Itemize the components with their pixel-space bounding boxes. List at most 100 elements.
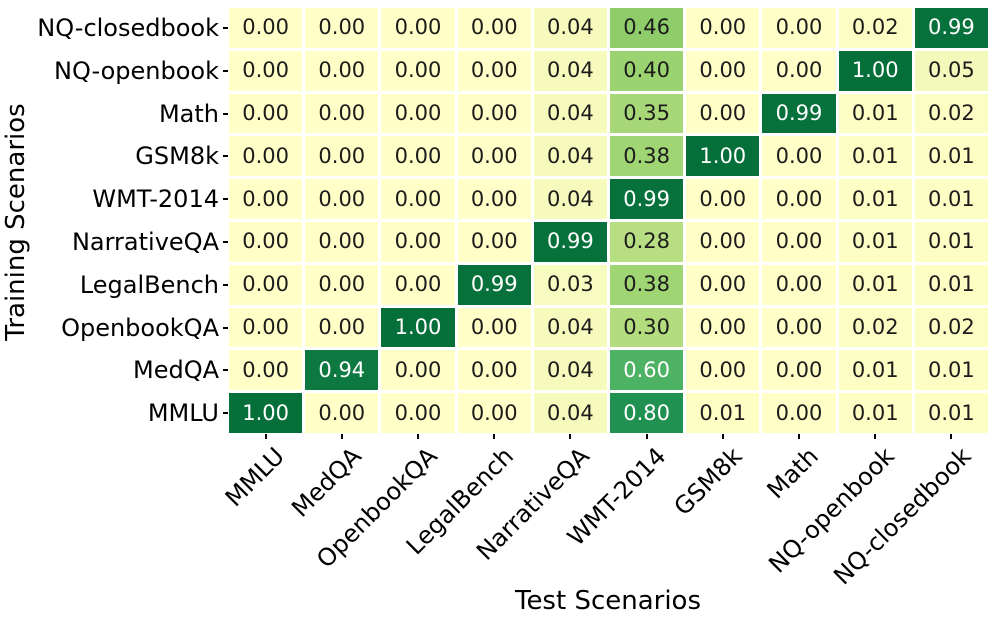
heatmap-cell: 0.01 xyxy=(838,350,912,391)
heatmap-cell: 0.00 xyxy=(686,350,760,391)
y-tick-label: MedQA xyxy=(132,356,219,385)
heatmap-cell: 0.40 xyxy=(609,50,684,91)
heatmap-cell: 0.00 xyxy=(686,179,760,219)
y-tick-label: OpenbookQA xyxy=(61,313,219,342)
heatmap-cell: 0.03 xyxy=(533,264,607,305)
y-tick-mark xyxy=(223,198,228,201)
y-tick-label: GSM8k xyxy=(135,142,219,171)
heatmap-cell: 0.00 xyxy=(457,393,531,433)
heatmap-cell: 0.04 xyxy=(533,307,607,348)
heatmap-cell: 0.00 xyxy=(381,136,455,177)
heatmap-cell: 0.04 xyxy=(533,50,607,91)
heatmap-cell: 0.01 xyxy=(838,221,912,262)
heatmap-cell: 0.00 xyxy=(457,8,531,48)
x-tick-mark xyxy=(874,434,877,439)
y-tick-label: MMLU xyxy=(147,399,219,428)
heatmap-cell: 0.00 xyxy=(457,50,531,91)
x-tick-mark xyxy=(493,434,496,439)
heatmap-cell: 0.00 xyxy=(381,179,455,219)
heatmap-cell: 0.00 xyxy=(686,8,760,48)
heatmap-cell: 0.00 xyxy=(457,93,531,134)
heatmap-cell: 0.30 xyxy=(609,307,684,348)
x-tick-mark xyxy=(798,434,800,439)
heatmap-cell: 0.38 xyxy=(609,264,684,305)
heatmap-cell: 1.00 xyxy=(838,50,912,91)
heatmap-cell: 1.00 xyxy=(381,307,455,348)
heatmap-cell: 0.01 xyxy=(838,179,912,219)
heatmap-cell: 0.99 xyxy=(914,8,988,48)
heatmap-cell: 0.00 xyxy=(305,221,379,262)
heatmap-cell: 0.00 xyxy=(686,264,760,305)
heatmap-cell: 0.00 xyxy=(762,136,836,177)
heatmap-cell: 0.00 xyxy=(381,350,455,391)
x-tick-label: NQ-closedbook xyxy=(827,442,977,591)
y-tick-mark xyxy=(223,369,228,372)
heatmap-cell: 0.00 xyxy=(305,93,379,134)
heatmap-cell: 0.80 xyxy=(609,393,684,433)
heatmap-cell: 0.00 xyxy=(762,350,836,391)
heatmap-cell: 0.00 xyxy=(762,179,836,219)
y-tick-label: NQ-openbook xyxy=(53,56,219,85)
y-tick-mark xyxy=(223,69,228,72)
x-tick-mark xyxy=(950,434,953,439)
heatmap-cell: 0.00 xyxy=(762,307,836,348)
heatmap-cell: 0.01 xyxy=(914,179,988,219)
heatmap-cell: 0.01 xyxy=(838,393,912,433)
heatmap-cell: 0.28 xyxy=(609,221,684,262)
heatmap-cell: 0.99 xyxy=(762,93,836,134)
x-axis-title: Test Scenarios xyxy=(514,586,702,616)
heatmap-cell: 0.99 xyxy=(457,264,531,305)
heatmap-cell: 1.00 xyxy=(686,136,760,177)
heatmap-cell: 0.94 xyxy=(305,350,379,391)
heatmap-cell: 0.00 xyxy=(305,264,379,305)
y-tick-mark xyxy=(223,26,228,29)
heatmap-cell: 0.00 xyxy=(686,50,760,91)
y-tick-label: Math xyxy=(158,99,219,128)
heatmap-cell: 0.01 xyxy=(914,221,988,262)
heatmap-cell: 0.00 xyxy=(381,264,455,305)
y-tick-label: NQ-closedbook xyxy=(37,13,219,42)
x-tick-mark xyxy=(645,434,648,439)
heatmap-cell: 0.01 xyxy=(914,350,988,391)
heatmap-cell: 0.00 xyxy=(381,393,455,433)
heatmap-cell: 0.00 xyxy=(762,8,836,48)
heatmap-cell: 0.00 xyxy=(381,50,455,91)
heatmap-cell: 0.00 xyxy=(381,93,455,134)
x-tick-mark xyxy=(264,434,267,439)
y-tick-mark xyxy=(223,155,228,158)
heatmap-cell: 0.00 xyxy=(381,221,455,262)
heatmap-cell: 0.00 xyxy=(229,307,303,348)
heatmap-cell: 0.02 xyxy=(914,307,988,348)
heatmap-cell: 0.00 xyxy=(762,221,836,262)
heatmap-cell: 0.35 xyxy=(609,93,684,134)
heatmap-cell: 0.00 xyxy=(229,264,303,305)
y-tick-mark xyxy=(223,412,228,415)
heatmap-grid: 0.00 0.00 0.00 0.00 0.04 0.46 0.00 0.00 0.02 0.99… xyxy=(229,8,988,433)
heatmap-cell: 0.01 xyxy=(838,136,912,177)
heatmap-cell: 0.01 xyxy=(914,264,988,305)
y-tick-mark xyxy=(223,112,228,115)
heatmap-cell: 0.00 xyxy=(457,307,531,348)
heatmap-cell: 0.00 xyxy=(229,350,303,391)
y-axis-title: Training Scenarios xyxy=(1,103,31,341)
heatmap-cell: 0.02 xyxy=(914,93,988,134)
heatmap-cell: 0.04 xyxy=(533,8,607,48)
heatmap-cell: 0.01 xyxy=(838,264,912,305)
heatmap-cell: 0.00 xyxy=(457,179,531,219)
heatmap-cell: 0.05 xyxy=(914,50,988,91)
heatmap-cell: 0.04 xyxy=(533,93,607,134)
y-tick-label: NarrativeQA xyxy=(71,227,219,256)
heatmap-cell: 0.99 xyxy=(609,179,684,219)
heatmap-cell: 0.04 xyxy=(533,179,607,219)
heatmap-cell: 0.01 xyxy=(914,136,988,177)
y-tick-label: LegalBench xyxy=(79,270,219,299)
x-tick-mark xyxy=(721,434,724,439)
heatmap-cell: 0.00 xyxy=(229,136,303,177)
x-tick-label: Math xyxy=(761,442,824,505)
heatmap-cell: 0.00 xyxy=(229,8,303,48)
heatmap-cell: 0.00 xyxy=(305,136,379,177)
heatmap-cell: 0.04 xyxy=(533,350,607,391)
heatmap-cell: 0.00 xyxy=(762,50,836,91)
heatmap-cell: 0.00 xyxy=(686,307,760,348)
